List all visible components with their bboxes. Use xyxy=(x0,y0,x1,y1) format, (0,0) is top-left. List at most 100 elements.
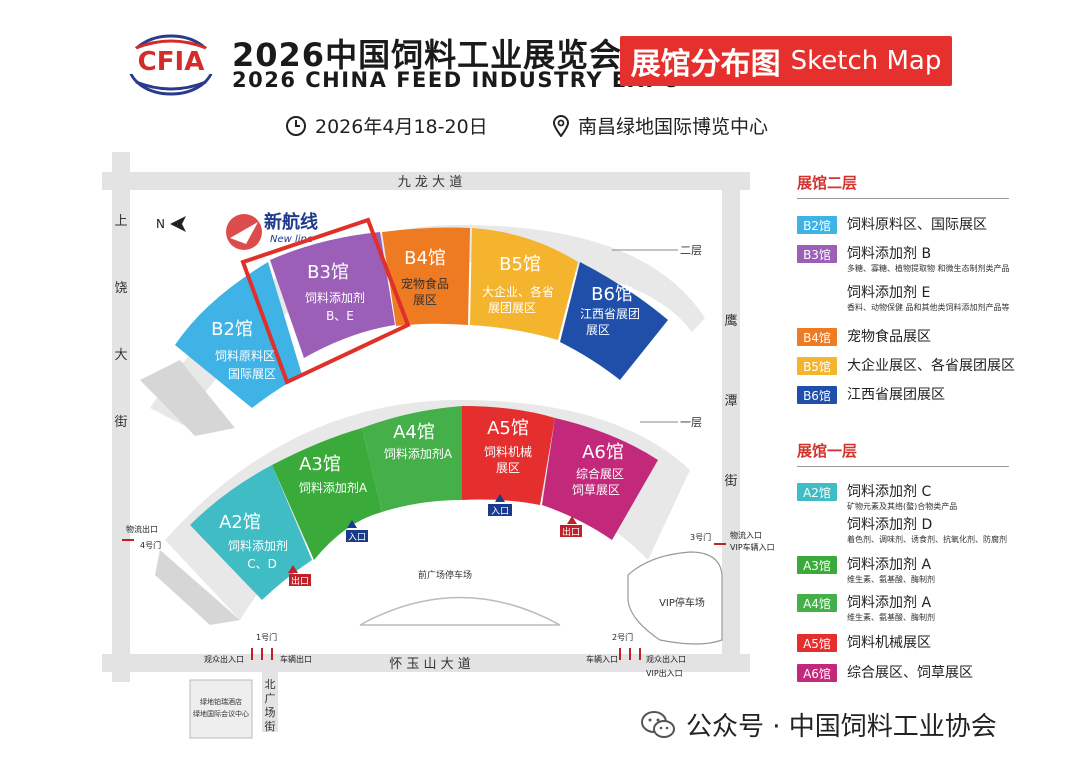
north-arrow: N xyxy=(156,216,186,232)
svg-text:出口: 出口 xyxy=(291,575,309,587)
legend-text-a2-d: 饲料添加剂 D xyxy=(847,517,933,533)
legend-item-a3: A3馆 饲料添加剂 A 维生素、氨基酸、酶制剂 xyxy=(797,556,935,586)
legend-text-a3: 饲料添加剂 A xyxy=(847,557,932,573)
legend-text-a6: 综合展区、饲草展区 xyxy=(847,665,973,681)
north-road-label: 九 龙 大 道 xyxy=(398,175,462,190)
hall-b6-desc-2: 展区 xyxy=(586,323,610,337)
legend-item-b5: B5馆 大企业展区、各省展团展区 xyxy=(797,357,1015,375)
plaza-shape xyxy=(359,596,561,626)
legend-badge-b2: B2馆 xyxy=(797,216,837,234)
legend-text-a2: 饲料添加剂 C xyxy=(847,484,932,500)
date-row: 2026年4月18-20日 xyxy=(285,112,488,139)
entrance-marker-a5: 入口 xyxy=(488,494,512,517)
footer-account-name: 中国饲料工业协会 xyxy=(788,712,997,742)
south-west-road-label: 北 广 场 街 xyxy=(265,678,276,733)
floor-lower-label: 一层 xyxy=(680,416,702,429)
legend-item-b4: B4馆 宠物食品展区 xyxy=(797,328,931,346)
vip-parking-label: VIP停车场 xyxy=(659,596,705,609)
hall-b3-desc-2: B、E xyxy=(326,309,354,323)
sketch-map-badge: 展馆分布图 Sketch Map xyxy=(620,36,952,86)
hall-a2 xyxy=(190,465,312,600)
svg-text:车辆出口: 车辆出口 xyxy=(280,654,312,664)
legend-badge-a2: A2馆 xyxy=(797,483,837,501)
plaza-label: 前广场停车场 xyxy=(418,569,472,581)
hall-b4-name: B4馆 xyxy=(404,248,446,269)
legend-sub-a2-d: 着色剂、调味剂、诱食剂、抗氧化剂、防腐剂 xyxy=(847,535,1007,544)
legend-sub-b3: 多糖、寡糖、植物提取物 和微生态制剂类产品 xyxy=(847,264,1010,273)
newline-watermark: 新航线 New line xyxy=(226,211,318,250)
hall-b2-name: B2馆 xyxy=(211,319,253,340)
west-road-label: 上 饶 大 街 xyxy=(114,214,127,430)
conference-center-name: 绿地国际会议中心 xyxy=(193,709,249,718)
expo-title-cn: 2026中国饲料工业展览会 xyxy=(232,36,623,74)
a2-annex xyxy=(155,550,240,625)
legend-text-b5: 大企业展区、各省展团展区 xyxy=(847,358,1015,374)
hall-a2-name: A2馆 xyxy=(219,512,261,533)
hall-a5-name: A5馆 xyxy=(487,418,529,439)
legend-text-b3-e: 饲料添加剂 E xyxy=(847,285,931,301)
svg-text:观众出入口: 观众出入口 xyxy=(646,654,686,664)
south-west-road xyxy=(262,672,278,732)
entrance-marker-a3: 入口 xyxy=(346,520,368,543)
legend-text-b2: 饲料原料区、国际展区 xyxy=(847,217,987,233)
badge-title-cn: 展馆分布图 xyxy=(630,47,781,82)
svg-text:北: 北 xyxy=(265,678,276,691)
hotel-block xyxy=(189,679,253,739)
badge-title-en: Sketch Map xyxy=(790,46,942,76)
legend-text-a5: 饲料机械展区 xyxy=(847,635,931,651)
legend-sub-a4: 维生素、氨基酸、酶制剂 xyxy=(847,613,935,622)
svg-text:1号门: 1号门 xyxy=(256,632,277,642)
legend-sub-a2: 矿物元素及其络(螯)合物类产品 xyxy=(847,502,958,511)
hall-a6-name: A6馆 xyxy=(582,442,624,463)
expo-title-en: 2026 CHINA FEED INDUSTRY EXPO xyxy=(232,68,682,92)
svg-text:大: 大 xyxy=(114,348,127,363)
legend-floor2-rule xyxy=(797,198,1009,199)
svg-text:上: 上 xyxy=(114,214,127,229)
legend-sub-b3-e: 香料、动物保健 品和其他类饲料添加剂产品等 xyxy=(847,303,1010,312)
svg-text:观众出入口: 观众出入口 xyxy=(204,654,244,664)
east-road xyxy=(722,172,740,672)
expo-venue: 南昌绿地国际博览中心 xyxy=(578,116,769,138)
west-road xyxy=(112,152,130,682)
exit-marker-a6: 出口 xyxy=(560,516,582,538)
hall-b3 xyxy=(270,232,395,358)
gate-labels: 物流出口 4号门 3号门 物流入口 VIP车辆入口 1号门 观众出入口 车辆出口… xyxy=(126,524,775,678)
legend-badge-a6: A6馆 xyxy=(797,664,837,682)
hall-b5-name: B5馆 xyxy=(499,254,541,275)
gate1-arrows xyxy=(251,648,273,660)
legend-text-b4: 宠物食品展区 xyxy=(847,329,931,345)
hall-a5-desc-2: 展区 xyxy=(496,461,520,475)
hall-a2-desc-2: C、D xyxy=(247,557,277,571)
legend-item-b3: B3馆 饲料添加剂 B 多糖、寡糖、植物提取物 和微生态制剂类产品 xyxy=(797,245,1010,275)
svg-text:广: 广 xyxy=(265,692,276,705)
svg-text:入口: 入口 xyxy=(491,506,509,517)
legend-text-a4: 饲料添加剂 A xyxy=(847,595,932,611)
legend-badge-b4: B4馆 xyxy=(797,328,837,346)
hall-b3-name: B3馆 xyxy=(307,262,349,283)
exit-marker-a2: 出口 xyxy=(288,565,311,587)
svg-text:车辆入口: 车辆入口 xyxy=(586,654,618,664)
north-road xyxy=(102,172,750,190)
watermark-en: New line xyxy=(270,234,313,245)
hall-a2-desc: 饲料添加剂 xyxy=(228,538,288,553)
vip-parking-area xyxy=(627,551,723,645)
svg-text:场: 场 xyxy=(265,705,276,719)
hall-b4-desc: 宠物食品 xyxy=(401,276,449,291)
svg-text:街: 街 xyxy=(724,474,737,489)
legend-badge-b5: B5馆 xyxy=(797,357,837,375)
floor-upper-label: 二层 xyxy=(680,244,702,257)
b2-annex xyxy=(140,360,235,436)
legend-badge-a3: A3馆 xyxy=(797,556,837,574)
cfia-logo: CFIA xyxy=(127,34,215,96)
svg-text:入口: 入口 xyxy=(348,532,366,543)
hall-a4-name: A4馆 xyxy=(393,422,435,443)
hall-b2-desc: 饲料原料区 xyxy=(215,349,275,363)
legend-item-a4: A4馆 饲料添加剂 A 维生素、氨基酸、酶制剂 xyxy=(797,594,935,624)
hall-a6 xyxy=(542,418,658,540)
legend-item-b6: B6馆 江西省展团展区 xyxy=(797,386,945,404)
hall-b6 xyxy=(560,262,668,380)
svg-text:街: 街 xyxy=(265,719,276,733)
legend-badge-b6: B6馆 xyxy=(797,386,837,404)
hall-a5 xyxy=(462,406,555,505)
